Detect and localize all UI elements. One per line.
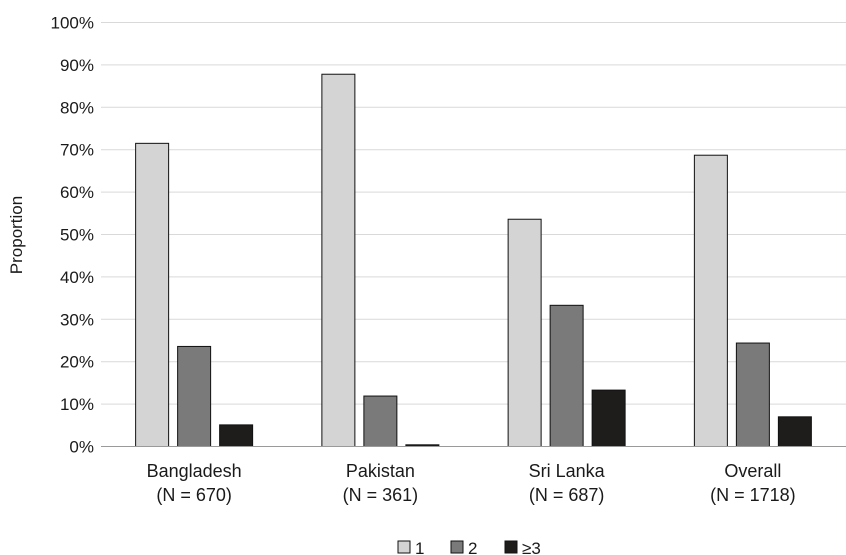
y-tick-label: 30%	[60, 310, 94, 329]
x-category-label: Bangladesh	[147, 461, 242, 481]
legend-swatch	[397, 540, 411, 554]
bar-sri-lanka-series-1	[549, 304, 584, 448]
legend-label: ≥3	[522, 539, 541, 555]
y-tick-label: 10%	[60, 395, 94, 414]
bar-overall-series-0	[693, 154, 728, 447]
bar-overall-series-2	[777, 416, 812, 448]
x-category-label: Sri Lanka	[529, 461, 606, 481]
x-category-sample-size: (N = 687)	[529, 485, 605, 505]
y-tick-label: 60%	[60, 183, 94, 202]
y-tick-label: 50%	[60, 226, 94, 245]
bar-sri-lanka-series-0	[507, 218, 542, 447]
y-tick-label: 20%	[60, 353, 94, 372]
x-category-sample-size: (N = 361)	[343, 485, 419, 505]
bar-pakistan-series-0	[321, 73, 356, 447]
bar-overall-series-1	[735, 342, 770, 448]
y-tick-label: 70%	[60, 141, 94, 160]
y-tick-label: 0%	[69, 438, 94, 457]
y-tick-label: 40%	[60, 268, 94, 287]
y-axis-title: Proportion	[7, 196, 26, 274]
y-axis-ticks: 0% 10% 20% 30% 40% 50% 60% 70% 80% 90% 100%	[51, 14, 94, 457]
bar-sri-lanka-series-2	[591, 389, 626, 447]
x-category-sample-size: (N = 1718)	[710, 485, 796, 505]
x-category-label: Overall	[724, 461, 781, 481]
gridlines	[101, 22, 846, 405]
x-axis-categories: Bangladesh (N = 670) Pakistan (N = 361) Sri …	[147, 461, 796, 505]
x-category-label: Pakistan	[346, 461, 415, 481]
bar-bangladesh-series-2	[219, 424, 254, 448]
bar-pakistan-series-1	[363, 395, 398, 448]
y-tick-label: 100%	[51, 14, 94, 33]
y-tick-label: 80%	[60, 98, 94, 117]
legend-swatch	[504, 540, 518, 554]
bar-bangladesh-series-1	[177, 345, 212, 448]
bars	[135, 73, 812, 448]
legend-label: 1	[415, 539, 424, 555]
legend-swatch	[450, 540, 464, 554]
x-category-sample-size: (N = 670)	[156, 485, 232, 505]
legend: 1 2 ≥3	[397, 539, 541, 555]
y-tick-label: 90%	[60, 56, 94, 75]
bar-bangladesh-series-0	[135, 142, 170, 447]
legend-label: 2	[468, 539, 477, 555]
